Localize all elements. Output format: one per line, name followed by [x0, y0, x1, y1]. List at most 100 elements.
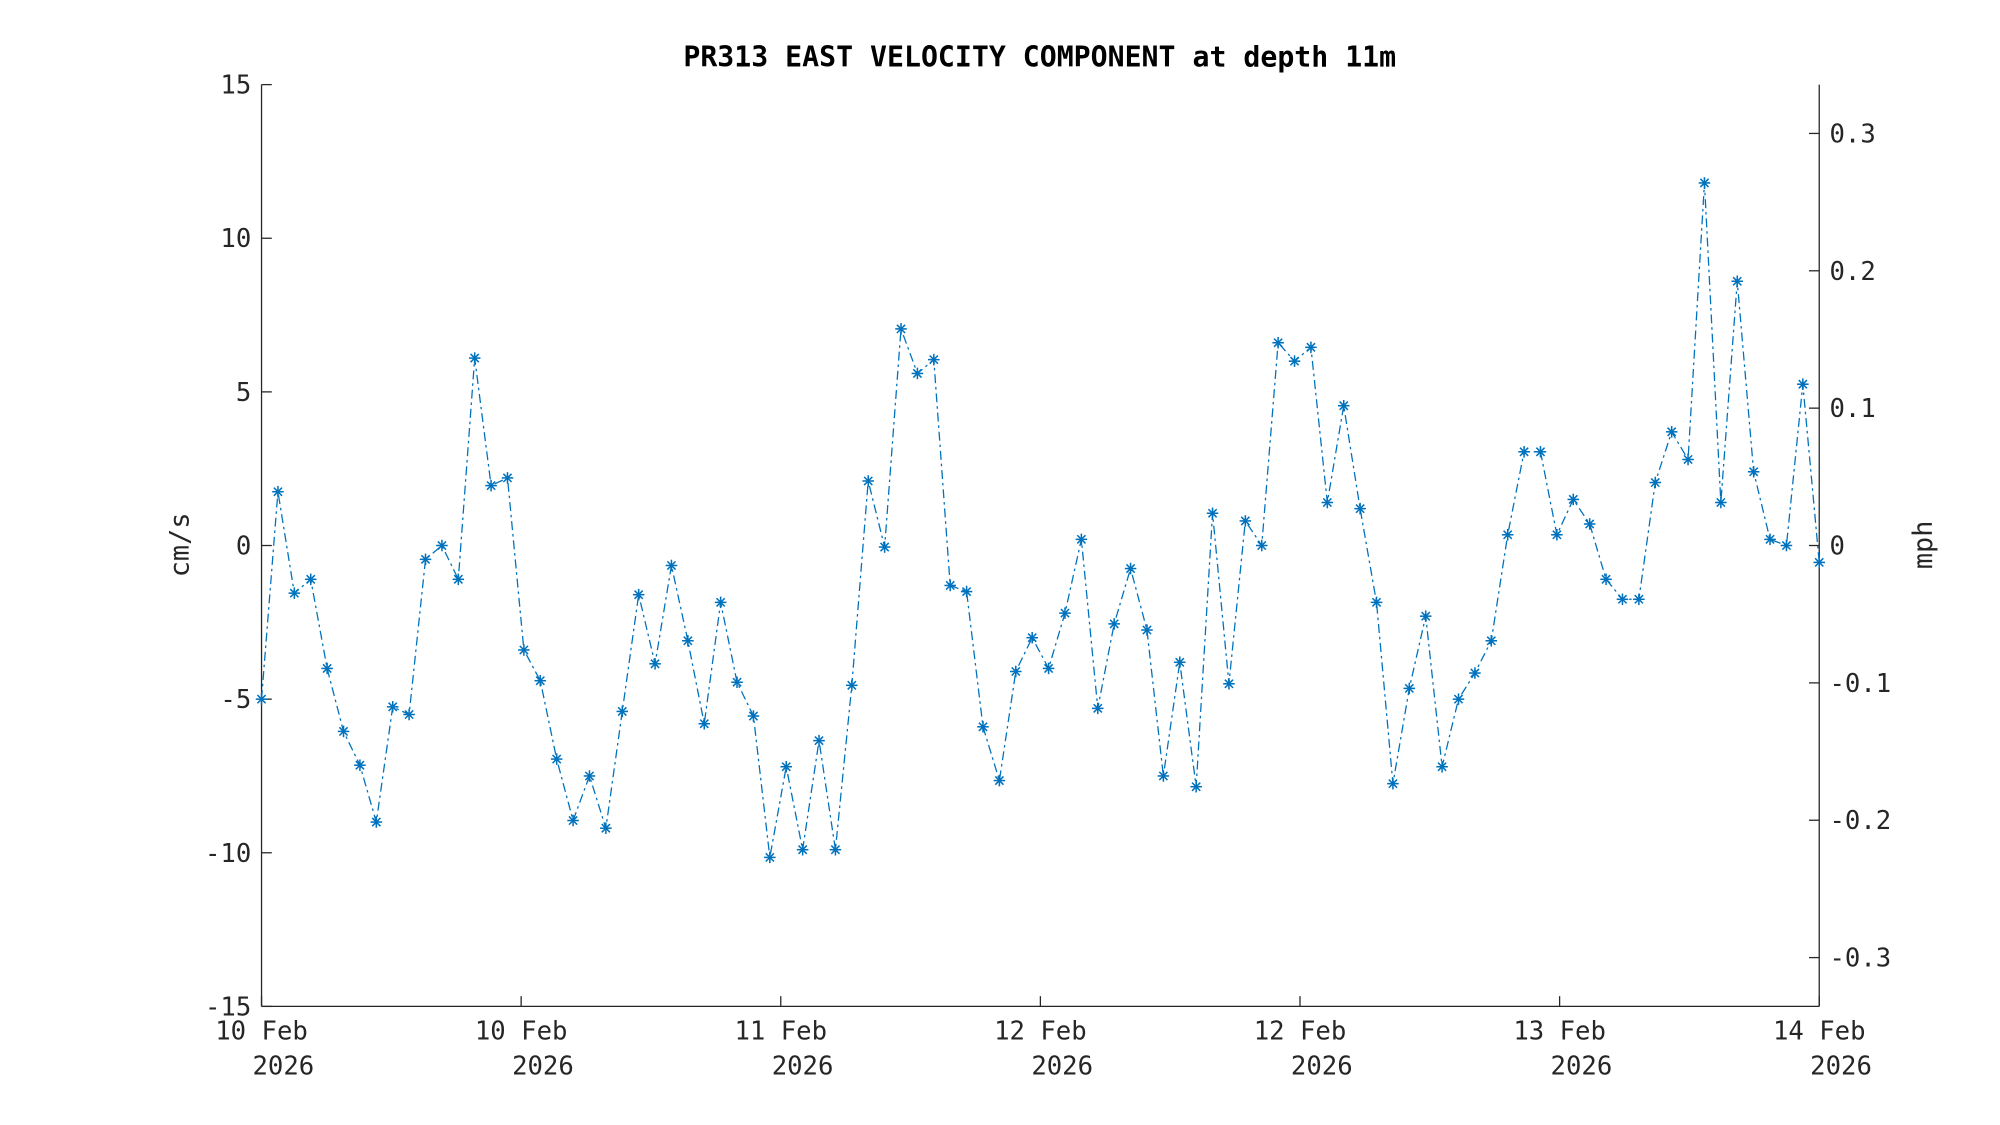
data-point-asterisk — [321, 662, 333, 675]
data-point-asterisk — [1649, 476, 1662, 489]
data-point-asterisk — [288, 587, 301, 599]
data-point-asterisk — [370, 816, 383, 828]
x-tick-label-year: 2026 — [512, 1051, 574, 1081]
y-tick-label: -10 — [205, 839, 251, 869]
y-right-tick-label: 0.3 — [1829, 119, 1875, 149]
data-point-asterisk — [1010, 665, 1022, 678]
data-point-asterisk — [1190, 780, 1202, 793]
data-point-asterisk — [1436, 760, 1448, 773]
data-point-asterisk — [714, 596, 727, 609]
y-axis-label-left: cm/s — [164, 512, 195, 577]
data-point-asterisk — [747, 710, 760, 722]
y-tick-label: 10 — [220, 224, 251, 254]
data-point-asterisk — [764, 851, 776, 864]
x-tick-label-day: 10 Feb — [475, 1017, 568, 1047]
data-point-asterisk — [1173, 656, 1186, 669]
data-point-asterisk — [928, 353, 940, 366]
data-point-asterisk — [878, 541, 891, 553]
data-point-asterisk — [1501, 528, 1514, 541]
data-point-asterisk — [1075, 533, 1088, 546]
data-point-asterisk — [1206, 507, 1219, 520]
x-tick-label-day: 14 Feb — [1773, 1017, 1866, 1047]
data-point-asterisk — [1665, 426, 1678, 438]
x-tick-label-year: 2026 — [772, 1051, 834, 1081]
data-point-asterisk — [1403, 682, 1416, 695]
data-point-asterisk — [895, 323, 907, 335]
data-point-asterisk — [977, 721, 989, 733]
y-right-tick-label: -0.1 — [1829, 669, 1891, 699]
data-point-asterisk — [1157, 770, 1170, 782]
data-point-asterisk — [1469, 667, 1481, 679]
data-point-asterisk — [846, 679, 858, 692]
data-point-asterisk — [1551, 528, 1563, 541]
data-point-asterisk — [616, 705, 629, 718]
data-point-asterisk — [1764, 533, 1776, 546]
data-point-asterisk — [1452, 693, 1465, 705]
data-point-asterisk — [550, 753, 563, 765]
data-point-asterisk — [1124, 562, 1137, 575]
y-tick-label: 5 — [236, 378, 251, 408]
axes: 15 10 5 0 -5 -10 -15 0.3 0.2 0.1 0 -0.1 -0.2 -0.3 10 F… — [205, 71, 1891, 1082]
data-point-asterisk — [1305, 341, 1317, 354]
data-point-asterisk — [1567, 493, 1580, 506]
data-point-asterisk — [813, 734, 825, 747]
data-point-asterisk — [780, 760, 793, 773]
data-point-asterisk — [1682, 453, 1694, 466]
data-point-asterisk — [911, 367, 924, 380]
data-point-asterisk — [1715, 496, 1727, 509]
data-point-asterisk — [600, 822, 612, 834]
data-point-asterisk — [1321, 496, 1334, 509]
data-point-asterisk — [1698, 177, 1711, 189]
x-tick-label-day: 12 Feb — [994, 1017, 1087, 1047]
data-point-asterisk — [1059, 607, 1071, 619]
data-point-asterisk — [829, 843, 842, 856]
data-point-asterisk — [534, 674, 547, 687]
data-point-asterisk — [1600, 573, 1612, 586]
x-tick-label-year: 2026 — [1810, 1051, 1872, 1081]
data-point-asterisk — [255, 693, 268, 705]
data-point-asterisk — [337, 725, 350, 738]
data-point-asterisk — [1813, 556, 1826, 569]
x-tick-label-day: 12 Feb — [1254, 1017, 1347, 1047]
y-axis-label-right: mph — [1908, 521, 1939, 570]
data-point-asterisk — [1616, 593, 1629, 606]
data-point-asterisk — [304, 573, 317, 586]
data-point-asterisk — [501, 472, 514, 484]
data-point-asterisk — [1272, 336, 1284, 349]
data-point-asterisk — [354, 759, 366, 771]
data-series — [255, 177, 1826, 864]
x-tick-label-year: 2026 — [1291, 1051, 1353, 1081]
data-point-asterisk — [1337, 399, 1350, 412]
x-tick-label-year: 2026 — [252, 1051, 314, 1081]
data-point-asterisk — [665, 559, 678, 572]
data-point-asterisk — [1223, 678, 1235, 690]
data-point-asterisk — [632, 588, 645, 601]
data-point-asterisk — [1534, 446, 1547, 458]
data-point-asterisk — [1042, 662, 1055, 675]
data-point-asterisk — [567, 814, 579, 827]
data-point-asterisk — [1633, 593, 1645, 606]
data-point-asterisk — [1518, 446, 1530, 458]
data-point-asterisk — [386, 701, 399, 713]
data-point-asterisk — [1354, 502, 1366, 515]
x-tick-label-year: 2026 — [1551, 1051, 1613, 1081]
data-point-asterisk — [1239, 515, 1252, 527]
data-point-asterisk — [698, 717, 711, 730]
x-tick-label-day: 10 Feb — [215, 1017, 308, 1047]
data-point-asterisk — [1485, 634, 1498, 647]
data-point-asterisk — [731, 676, 743, 689]
data-point-asterisk — [649, 658, 661, 670]
data-point-asterisk — [993, 774, 1006, 787]
data-point-asterisk — [1141, 624, 1153, 636]
data-point-asterisk — [468, 352, 481, 364]
data-point-asterisk — [944, 579, 956, 592]
data-point-asterisk — [862, 475, 874, 487]
data-point-asterisk — [1092, 702, 1104, 715]
y-tick-label: 0 — [236, 531, 251, 561]
data-point-asterisk — [1747, 466, 1760, 478]
y-tick-label: 15 — [220, 71, 251, 101]
data-point-asterisk — [583, 770, 596, 782]
data-point-asterisk — [1288, 355, 1301, 367]
data-point-asterisk — [1026, 631, 1038, 644]
